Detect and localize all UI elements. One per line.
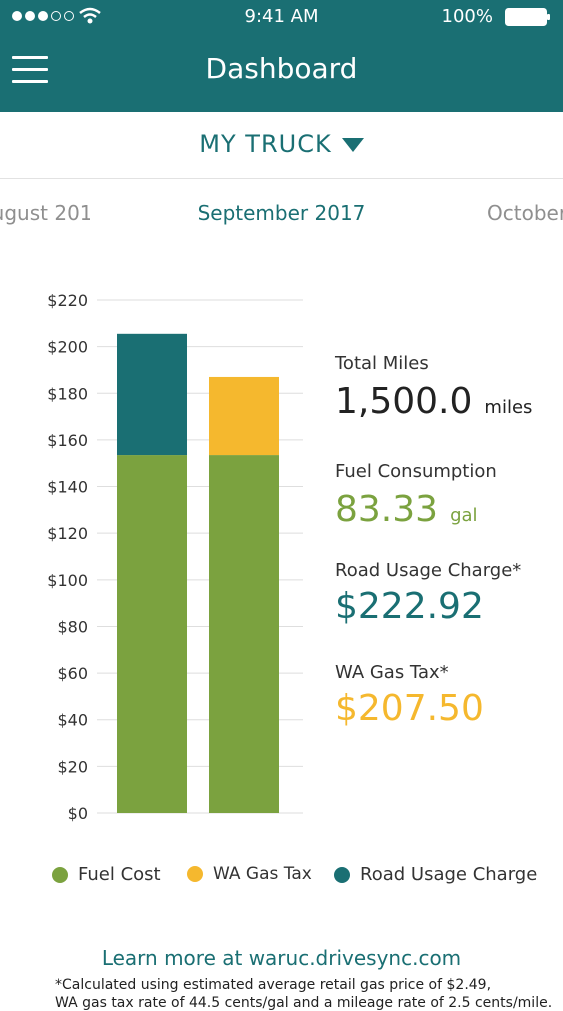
legend-dot — [334, 866, 350, 883]
y-tick-label: $20 — [57, 757, 88, 776]
total-miles-label: Total Miles — [335, 353, 429, 374]
month-prev[interactable]: August 2017 — [0, 201, 90, 225]
menu-icon[interactable] — [12, 56, 48, 84]
legend-item-wa-gas-tax: WA Gas Tax — [187, 864, 312, 884]
bar-segment-wa-gas-tax — [209, 376, 279, 456]
status-bar: 9:41 AM 100% — [0, 0, 563, 34]
divider — [0, 178, 563, 179]
y-tick-label: $40 — [57, 711, 88, 730]
bar-segment-road-usage-charge — [117, 333, 187, 456]
y-tick-label: $180 — [47, 384, 88, 403]
legend-dot — [52, 866, 68, 883]
wifi-icon — [79, 7, 101, 24]
ruc-value: $222.92 — [335, 586, 484, 627]
fuel-value: 83.33 gal — [335, 489, 478, 530]
vehicle-name: MY TRUCK — [199, 130, 332, 158]
legend-item-road-usage-charge: Road Usage Charge — [334, 864, 537, 885]
header-bar — [0, 0, 563, 112]
y-tick-label: $60 — [57, 664, 88, 683]
y-tick-label: $0 — [68, 804, 88, 823]
ruc-label: Road Usage Charge* — [335, 560, 522, 581]
footnote: *Calculated using estimated average reta… — [55, 977, 492, 993]
vehicle-selector[interactable]: MY TRUCK — [0, 130, 563, 158]
legend-item-fuel-cost: Fuel Cost — [52, 864, 161, 885]
gas-tax-value: $207.50 — [335, 688, 484, 729]
total-miles-value: 1,500.0 miles — [335, 381, 533, 422]
page-title: Dashboard — [205, 52, 358, 85]
bar-segment-fuel-cost — [209, 455, 279, 813]
y-tick-label: $80 — [57, 617, 88, 636]
y-tick-label: $200 — [47, 338, 88, 357]
month-next[interactable]: October — [487, 201, 563, 225]
month-current[interactable]: September 2017 — [197, 201, 366, 225]
y-tick-label: $160 — [47, 431, 88, 450]
bar-segment-fuel-cost — [117, 455, 187, 813]
gas-tax-label: WA Gas Tax* — [335, 662, 449, 683]
caret-down-icon — [341, 138, 364, 152]
cost-chart: $0 $20 $40 $60 $80 $100 $120 $140 $160 $180 $200 $2… — [47, 291, 303, 823]
legend-dot — [187, 866, 203, 882]
fuel-label: Fuel Consumption — [335, 461, 497, 482]
battery-icon — [505, 8, 550, 26]
y-tick-label: $220 — [47, 291, 88, 310]
status-time: 9:41 AM — [244, 6, 319, 27]
signal-icon — [12, 11, 74, 21]
y-tick-label: $120 — [47, 524, 88, 543]
y-tick-label: $100 — [47, 571, 88, 590]
battery-percent: 100% — [441, 6, 493, 27]
y-tick-label: $140 — [47, 478, 88, 497]
learn-more-link[interactable]: Learn more at waruc.drivesync.com — [101, 946, 462, 970]
footnote-line2: WA gas tax rate of 44.5 cents/gal and a … — [55, 995, 553, 1011]
